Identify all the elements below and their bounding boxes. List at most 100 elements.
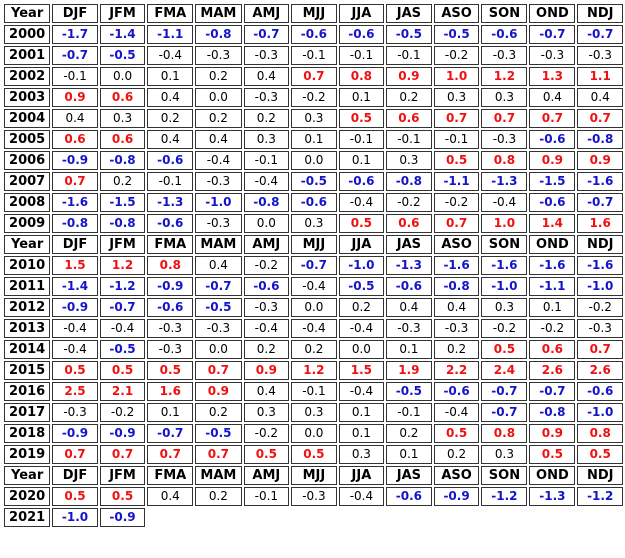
year-cell: 2005 — [4, 130, 51, 149]
value-cell-mjj: -0.1 — [291, 382, 337, 401]
value-cell-ndj: -0.3 — [577, 46, 623, 65]
table-row-2004: 2004 0.4 0.3 0.2 0.2 0.2 0.3 0.5 0.6 0.7 0.7 0.7 0.7 — [4, 109, 623, 128]
value-cell-jas: -0.1 — [386, 130, 432, 149]
value-cell-mjj: 1.2 — [291, 361, 337, 380]
header-season-jfm: JFM — [99, 466, 146, 485]
value-cell-ndj: -0.6 — [577, 382, 623, 401]
header-season-amj: AMJ — [243, 466, 290, 485]
value-cell-amj: 0.2 — [243, 340, 290, 359]
value-cell-jfm: 0.7 — [99, 445, 146, 464]
value-cell-amj: 0.4 — [243, 67, 290, 86]
value-cell-son: 0.8 — [481, 424, 528, 443]
header-season-jfm: JFM — [99, 4, 146, 23]
value-cell-jja: 0.1 — [338, 424, 385, 443]
value-cell-fma: -0.3 — [147, 340, 194, 359]
header-season-son: SON — [481, 235, 528, 254]
value-cell-djf: 0.5 — [52, 361, 98, 380]
value-cell-fma: 0.1 — [147, 67, 194, 86]
header-row: Year DJF JFM FMA MAM AMJ MJJ JJA JAS ASO SON OND NDJ — [4, 235, 623, 254]
value-cell-jas: -0.5 — [386, 25, 432, 44]
header-season-mam: MAM — [195, 4, 242, 23]
value-cell-son: 2.4 — [481, 361, 528, 380]
value-cell-jja: 1.5 — [338, 361, 385, 380]
value-cell-aso: -0.2 — [433, 46, 480, 65]
header-season-amj: AMJ — [243, 235, 290, 254]
value-cell-djf: -0.3 — [52, 403, 98, 422]
value-cell-mam: 0.2 — [195, 109, 242, 128]
value-cell-mam: -0.3 — [195, 172, 242, 191]
table-row-2003: 2003 0.9 0.6 0.4 0.0 -0.3 -0.2 0.1 0.2 0.3 0.3 0.4 0… — [4, 88, 623, 107]
table-row-2009: 2009 -0.8 -0.8 -0.6 -0.3 0.0 0.3 0.5 0.6 0.7 1.0 1.… — [4, 214, 623, 233]
value-cell-jja: 0.5 — [338, 214, 385, 233]
value-cell-ndj: 0.4 — [577, 88, 623, 107]
value-cell-djf: 0.7 — [52, 172, 98, 191]
table-row-2008: 2008 -1.6 -1.5 -1.3 -1.0 -0.8 -0.6 -0.4 -0.2 -0.2… — [4, 193, 623, 212]
value-cell-jas: -0.1 — [386, 46, 432, 65]
value-cell-son: 0.5 — [481, 340, 528, 359]
header-row: Year DJF JFM FMA MAM AMJ MJJ JJA JAS ASO SON OND NDJ — [4, 4, 623, 23]
value-cell-fma: 0.8 — [147, 256, 194, 275]
table-row-2013: 2013 -0.4 -0.4 -0.3 -0.3 -0.4 -0.4 -0.4 -0.3 -0.3… — [4, 319, 623, 338]
value-cell-ond: -1.3 — [529, 487, 576, 506]
value-cell-mam: 0.9 — [195, 382, 242, 401]
value-cell-djf: -1.0 — [52, 508, 98, 527]
value-cell-son: 0.7 — [481, 109, 528, 128]
value-cell-mam: 0.4 — [195, 130, 242, 149]
value-cell-aso: -1.6 — [433, 256, 480, 275]
header-year-cell: Year — [4, 466, 51, 485]
empty-cell — [244, 508, 290, 527]
value-cell-ond: 0.9 — [529, 424, 576, 443]
header-season-mjj: MJJ — [291, 4, 337, 23]
value-cell-mjj: -0.4 — [291, 319, 337, 338]
value-cell-aso: 0.3 — [433, 88, 480, 107]
value-cell-jfm: -0.8 — [99, 214, 146, 233]
value-cell-ndj: 0.9 — [577, 151, 623, 170]
value-cell-ndj: -0.7 — [577, 193, 623, 212]
value-cell-jfm: -1.4 — [99, 25, 146, 44]
value-cell-djf: -0.9 — [52, 424, 98, 443]
value-cell-djf: 0.7 — [52, 445, 98, 464]
table-row-2015: 2015 0.5 0.5 0.5 0.7 0.9 1.2 1.5 1.9 2.2 2.4 2.6 2.6 — [4, 361, 623, 380]
year-cell: 2003 — [4, 88, 51, 107]
value-cell-fma: 1.6 — [147, 382, 194, 401]
value-cell-ond: -0.8 — [529, 403, 576, 422]
year-cell: 2014 — [4, 340, 51, 359]
value-cell-mjj: 0.5 — [291, 445, 337, 464]
value-cell-ndj: 0.7 — [577, 340, 623, 359]
value-cell-ndj: 1.6 — [577, 214, 623, 233]
table-row-2017: 2017 -0.3 -0.2 0.1 0.2 0.3 0.3 0.1 -0.1 -0.4 -0.7-… — [4, 403, 623, 422]
value-cell-jfm: 0.3 — [99, 109, 146, 128]
table-row-2020: 2020 0.5 0.5 0.4 0.2 -0.1 -0.3 -0.4 -0.6 -0.9 -1.2… — [4, 487, 623, 506]
oni-table-body: Year DJF JFM FMA MAM AMJ MJJ JJA JAS ASO SON OND NDJ… — [4, 4, 623, 527]
value-cell-mam: 0.7 — [195, 445, 242, 464]
value-cell-amj: -0.2 — [243, 424, 290, 443]
value-cell-jfm: -0.7 — [99, 298, 146, 317]
value-cell-mjj: 0.3 — [291, 403, 337, 422]
value-cell-amj: -0.2 — [243, 256, 290, 275]
value-cell-djf: -0.4 — [52, 319, 98, 338]
value-cell-jfm: 0.0 — [99, 67, 146, 86]
header-season-ndj: NDJ — [577, 4, 623, 23]
header-season-ond: OND — [529, 4, 576, 23]
value-cell-mam: 0.0 — [195, 340, 242, 359]
header-season-mam: MAM — [195, 466, 242, 485]
value-cell-jas: 0.3 — [386, 151, 432, 170]
value-cell-djf: 0.9 — [52, 88, 98, 107]
value-cell-ond: -0.2 — [529, 319, 576, 338]
value-cell-aso: -0.5 — [433, 25, 480, 44]
value-cell-mjj: -0.7 — [291, 256, 337, 275]
value-cell-mjj: 0.3 — [291, 109, 337, 128]
value-cell-mam: 0.2 — [195, 487, 242, 506]
value-cell-ond: 2.6 — [529, 361, 576, 380]
value-cell-jas: 0.1 — [386, 340, 432, 359]
value-cell-jas: -0.1 — [386, 403, 432, 422]
empty-cell — [434, 508, 480, 527]
value-cell-djf: 2.5 — [52, 382, 98, 401]
value-cell-jfm: -0.2 — [99, 403, 146, 422]
value-cell-aso: -1.1 — [433, 172, 480, 191]
value-cell-jfm: 2.1 — [99, 382, 146, 401]
value-cell-amj: -0.8 — [243, 193, 290, 212]
value-cell-ond: 0.7 — [529, 109, 576, 128]
value-cell-ond: 0.4 — [529, 88, 576, 107]
value-cell-djf: -0.7 — [52, 46, 98, 65]
